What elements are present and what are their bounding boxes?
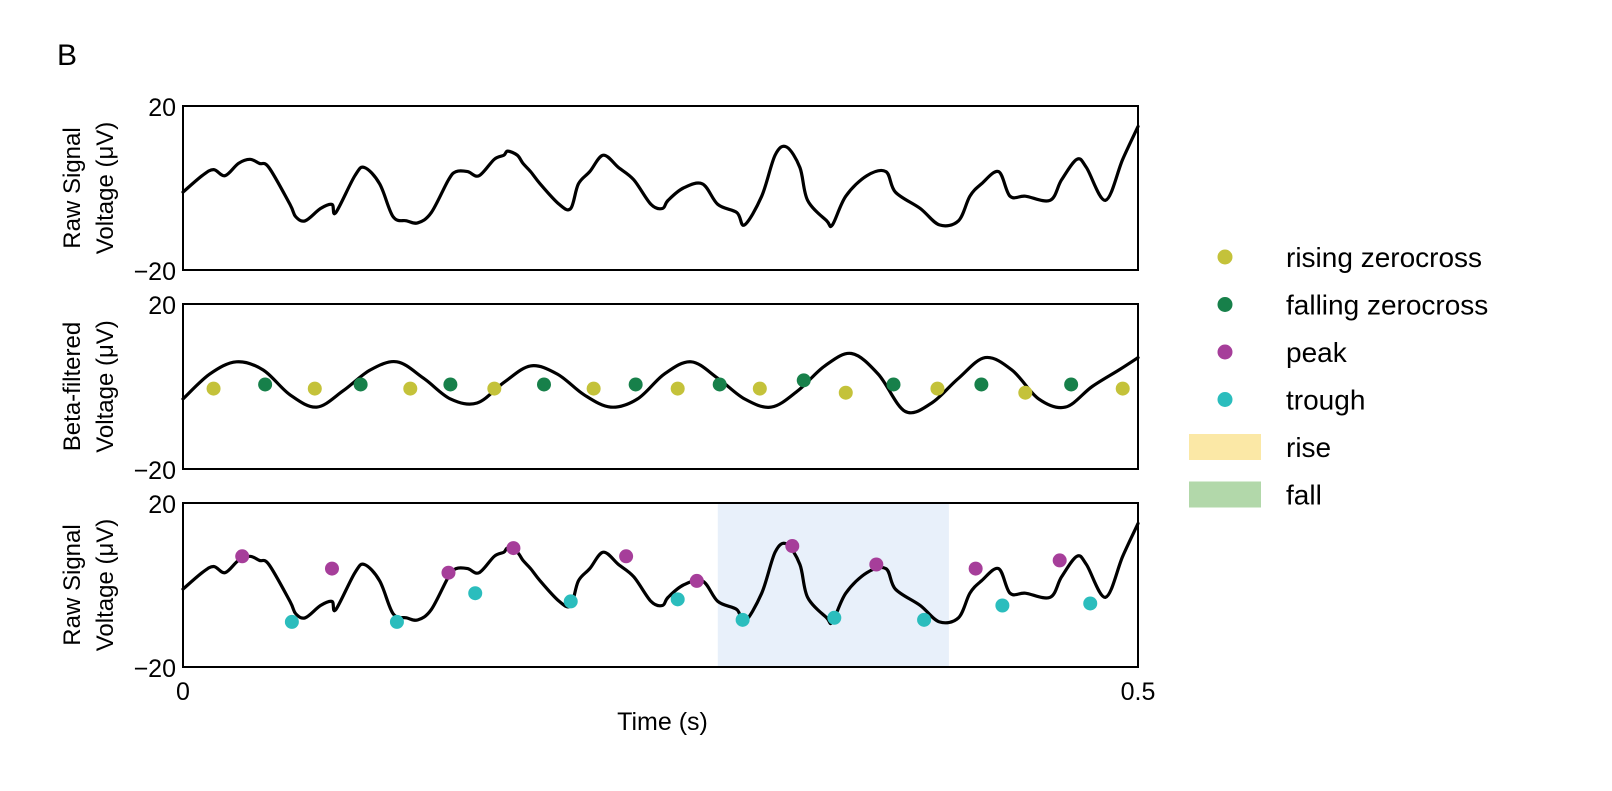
rise-swatch — [1189, 434, 1261, 460]
xtick-label: 0 — [176, 678, 190, 706]
panel-letter: B — [57, 39, 77, 72]
rising-zerocross-marker — [930, 381, 945, 396]
peak-marker — [619, 549, 634, 564]
rising-zerocross-marker — [586, 381, 601, 396]
legend-item-falling: falling zerocross — [1217, 290, 1488, 321]
falling-zerocross-marker — [258, 377, 273, 392]
peak-marker — [785, 539, 800, 554]
peak-marker — [441, 565, 456, 580]
ylabel-line: Raw Signal — [59, 524, 86, 645]
ytick-label: 20 — [148, 94, 176, 122]
rising-zerocross-marker — [403, 381, 418, 396]
fall-swatch — [1189, 481, 1261, 508]
legend-label: rising zerocross — [1286, 242, 1482, 273]
trough-marker — [670, 592, 685, 607]
legend-item-trough: trough — [1217, 385, 1365, 416]
ytick-label: −20 — [134, 457, 176, 485]
legend: rising zerocross falling zerocross peak tro… — [1189, 242, 1488, 511]
legend-item-peak: peak — [1217, 337, 1348, 368]
raw-signal-annotated-panel: 20 −20 Raw Signal Voltage (μV) 0 0.5 Time (s) — [59, 491, 1155, 736]
falling-zerocross-marker — [712, 377, 727, 392]
trough-marker — [389, 614, 404, 629]
falling-zerocross-marker — [443, 377, 458, 392]
ytick-label: 20 — [148, 491, 176, 519]
trough-marker — [827, 610, 842, 625]
ytick-label: −20 — [134, 258, 176, 286]
trough-marker — [917, 612, 932, 627]
peak-marker — [869, 557, 884, 572]
xtick-label: 0.5 — [1121, 678, 1156, 706]
highlight-region — [717, 503, 949, 667]
rising-zerocross-marker — [487, 381, 502, 396]
axes-frame — [182, 502, 1139, 668]
signal-line — [181, 351, 1140, 415]
rising-zerocross-marker — [1018, 385, 1033, 400]
peak-marker — [968, 561, 983, 576]
signal-line — [181, 124, 1140, 229]
falling-zerocross-marker — [974, 377, 989, 392]
peak-marker — [235, 549, 250, 564]
rising-zerocross-marker — [752, 381, 767, 396]
xaxis-label: Time (s) — [617, 708, 708, 736]
falling-zerocross-marker — [1064, 377, 1079, 392]
trough-marker — [735, 612, 750, 627]
axes-frame — [182, 303, 1139, 470]
falling-zerocross-marker — [628, 377, 643, 392]
trough-marker — [468, 586, 483, 601]
peak-swatch — [1217, 344, 1233, 360]
falling-zerocross-marker — [536, 377, 551, 392]
legend-label: fall — [1286, 480, 1322, 511]
ytick-label: −20 — [134, 655, 176, 683]
legend-item-fall: fall — [1189, 480, 1322, 511]
axes-frame — [182, 105, 1139, 271]
ylabel-line: Voltage (μV) — [92, 519, 119, 652]
falling-swatch — [1217, 297, 1233, 312]
trough-swatch — [1217, 392, 1233, 407]
trough-marker — [995, 598, 1010, 613]
signal-line — [181, 521, 1140, 626]
ylabel-line: Voltage (μV) — [92, 122, 119, 255]
trough-marker — [563, 594, 578, 609]
trough-marker — [1083, 596, 1098, 611]
rising-swatch — [1217, 249, 1233, 265]
ylabel-line: Beta-filtered — [59, 322, 86, 451]
falling-zerocross-marker — [353, 377, 368, 392]
rising-zerocross-marker — [670, 381, 685, 396]
ylabel-line: Raw Signal — [59, 127, 86, 248]
rising-zerocross-marker — [307, 381, 322, 396]
beta-filtered-panel: 20 −20 Beta-filtered Voltage (μV) — [59, 292, 1140, 485]
rising-zerocross-marker — [206, 381, 221, 396]
peak-marker — [324, 561, 339, 576]
ylabel-line: Voltage (μV) — [92, 320, 119, 453]
trough-marker — [284, 614, 299, 629]
peak-marker — [689, 573, 704, 588]
peak-marker — [506, 541, 521, 556]
falling-zerocross-marker — [796, 373, 811, 388]
legend-item-rise: rise — [1189, 432, 1331, 463]
legend-label: trough — [1286, 385, 1365, 416]
peak-marker — [1052, 553, 1067, 568]
rising-zerocross-marker — [1115, 381, 1130, 396]
legend-label: falling zerocross — [1286, 290, 1488, 321]
raw-signal-panel: 20 −20 Raw Signal Voltage (μV) — [59, 94, 1140, 286]
ytick-label: 20 — [148, 292, 176, 320]
falling-zerocross-marker — [886, 377, 901, 392]
legend-label: peak — [1286, 337, 1348, 368]
legend-label: rise — [1286, 432, 1331, 463]
legend-item-rising: rising zerocross — [1217, 242, 1482, 273]
rising-zerocross-marker — [838, 385, 853, 400]
